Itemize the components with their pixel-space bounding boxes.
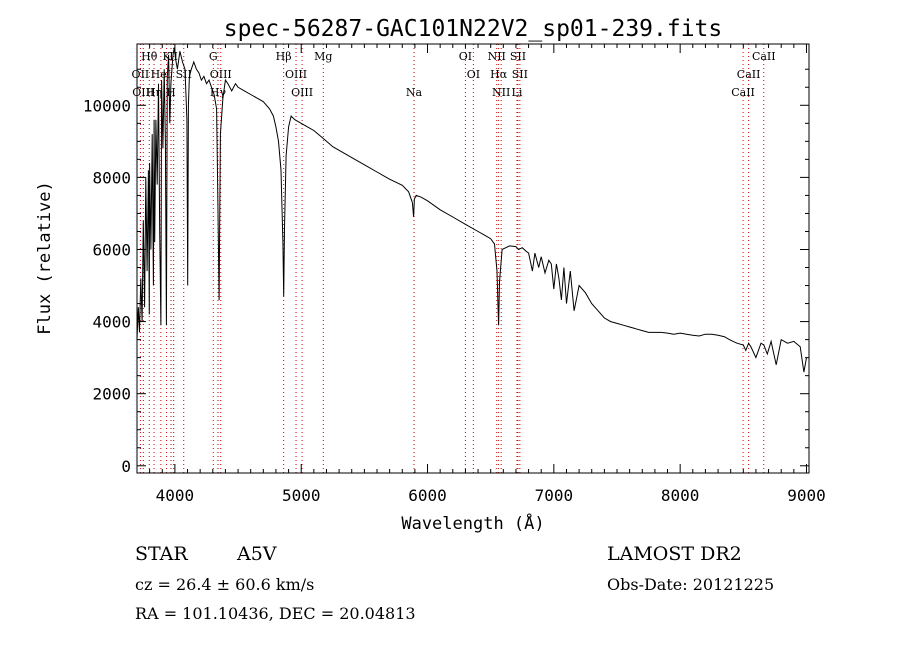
- line-label-0: Hθ: [141, 50, 158, 63]
- x-axis-label: Wavelength (Å): [401, 512, 544, 534]
- x-tick-label-6000: 6000: [408, 486, 447, 505]
- redshift-label: cz = 26.4 ± 60.6 km/s: [135, 575, 315, 594]
- line-label-15: Mg: [314, 50, 332, 63]
- line-label-16: Na: [406, 86, 423, 99]
- line-label-27: CaII: [731, 86, 755, 99]
- spectrum-series: [137, 47, 807, 373]
- line-label-5: Hη: [146, 86, 162, 99]
- x-tick-label-9000: 9000: [787, 486, 826, 505]
- line-label-20: NII: [492, 86, 510, 99]
- line-label-24: Li: [512, 86, 523, 99]
- chart-title: spec-56287-GAC101N22V2_sp01-239.fits: [224, 16, 723, 42]
- y-tick-label-10000: 10000: [83, 96, 131, 115]
- line-label-21: Hα: [490, 68, 508, 81]
- survey-label: LAMOST DR2: [607, 543, 742, 565]
- coordinates-label: RA = 101.10436, DEC = 20.04813: [135, 604, 416, 623]
- spectral-line-markers: [139, 44, 765, 473]
- line-label-9: G: [209, 50, 218, 63]
- spectrum-line-0: [137, 47, 807, 373]
- y-axis-label: Flux (relative): [35, 181, 55, 335]
- line-label-25: CaII: [752, 50, 776, 63]
- line-label-7: SII: [176, 68, 192, 81]
- plot-frame: [136, 43, 810, 474]
- y-tick-label-6000: 6000: [92, 240, 131, 259]
- x-tick-label-8000: 8000: [661, 486, 700, 505]
- line-label-23: SII: [512, 68, 528, 81]
- line-label-14: OIII: [291, 86, 313, 99]
- y-tick-label-4000: 4000: [92, 313, 131, 332]
- line-label-17: OI: [459, 50, 472, 63]
- y-tick-label-2000: 2000: [92, 385, 131, 404]
- line-label-4: HeI: [151, 68, 171, 81]
- y-tick-label-8000: 8000: [92, 168, 131, 187]
- line-label-13: OIII: [285, 68, 307, 81]
- obs-date-label: Obs-Date: 20121225: [607, 575, 775, 594]
- line-label-19: NII: [488, 50, 506, 63]
- object-subclass: A5V: [237, 543, 277, 565]
- line-label-3: K: [162, 50, 171, 63]
- line-label-10: OIII: [210, 68, 232, 81]
- x-tick-label-5000: 5000: [282, 486, 321, 505]
- y-axis: 0 2000 4000 6000 8000 10000: [83, 68, 809, 476]
- line-label-22: SII: [510, 50, 526, 63]
- x-tick-label-7000: 7000: [535, 486, 574, 505]
- line-label-1: OII: [132, 68, 150, 81]
- x-axis: 4000 5000 6000 7000 8000 9000: [136, 44, 826, 505]
- spectral-line-labels: HθOIIOIIIKHeIHηIISIIHGOIIIHγHβOIIIOIIIMg…: [132, 50, 776, 99]
- line-label-6: II: [169, 50, 178, 63]
- line-label-18: OI: [467, 68, 480, 81]
- line-label-2: OIII: [132, 86, 154, 99]
- object-class: STAR: [135, 543, 188, 565]
- y-tick-label-0: 0: [121, 457, 131, 476]
- line-label-26: CaII: [737, 68, 761, 81]
- x-tick-label-4000: 4000: [156, 486, 195, 505]
- line-label-12: Hβ: [276, 50, 292, 63]
